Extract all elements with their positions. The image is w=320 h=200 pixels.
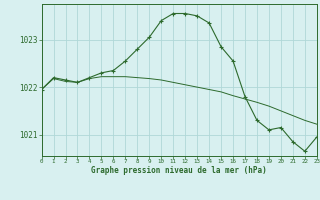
X-axis label: Graphe pression niveau de la mer (hPa): Graphe pression niveau de la mer (hPa) — [91, 166, 267, 175]
